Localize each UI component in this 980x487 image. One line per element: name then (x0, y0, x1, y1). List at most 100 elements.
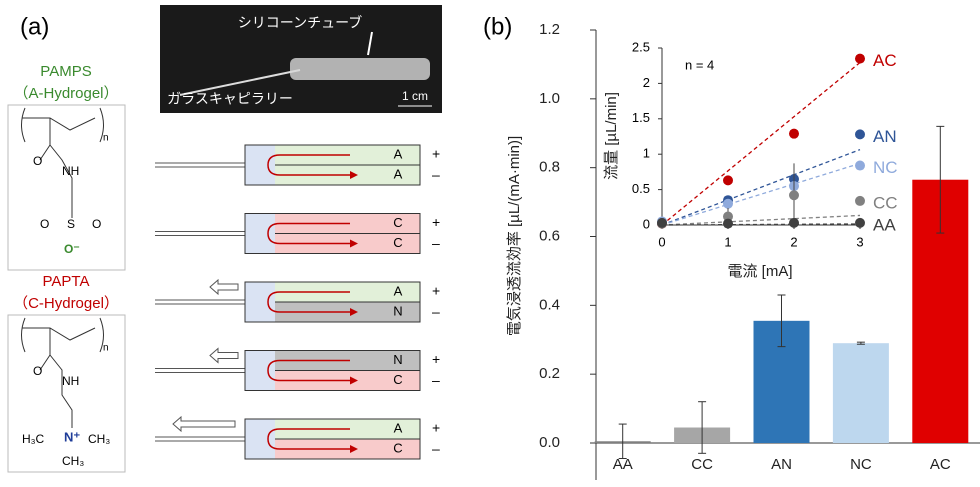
inset-y-label: 流量 [µL/min] (603, 92, 620, 180)
arrow-head (350, 445, 358, 453)
point (855, 195, 865, 206)
x-tick-label: AA (613, 456, 633, 473)
gel-label: A (394, 283, 403, 298)
gel-label: C (393, 372, 402, 387)
current-path (267, 428, 350, 450)
current-path (267, 359, 350, 382)
y-tick-label: 1.2 (539, 21, 560, 38)
polymer-type: （C-Hydrogel） (13, 295, 119, 312)
electrode-sign: + (432, 420, 440, 436)
gel-label: N (393, 352, 402, 367)
x-tick-label: 2 (790, 234, 797, 249)
flow-arrow (172, 415, 236, 433)
flow-arrow (209, 278, 239, 296)
gel-label: A (394, 166, 403, 181)
point (723, 175, 733, 186)
atom: NH (62, 164, 79, 178)
electrode-sign: – (432, 304, 440, 320)
pointer (367, 31, 373, 56)
point (723, 211, 733, 222)
reservoir (245, 419, 275, 459)
atom: n (103, 343, 109, 354)
inset-x-label: 電流 [mA] (727, 263, 792, 280)
point (657, 217, 667, 228)
panel-a: (a) PAMPS （A-Hydrogel） n O NH S O O O⁻ P… (7, 5, 442, 473)
x-tick-label: NC (850, 456, 872, 473)
scale-label: 1 cm (402, 89, 428, 103)
current-path (267, 291, 350, 313)
flow-arrow (209, 347, 239, 364)
fit-line (661, 148, 861, 226)
y-tick-label: 0.0 (539, 434, 560, 451)
electrode-sign: – (432, 167, 440, 183)
x-tick-label: AN (771, 456, 792, 473)
point (723, 218, 733, 229)
arrow-head (350, 376, 358, 385)
structure-box (7, 314, 126, 473)
capillary-image (179, 69, 301, 96)
panel-label: (b) (483, 13, 512, 40)
devices: AA+–CC+–AN+–NC+–AC+– (155, 144, 440, 460)
x-tick-label: AC (930, 456, 951, 473)
fit-line (661, 214, 861, 226)
annotation: n = 4 (685, 57, 714, 72)
point (855, 217, 865, 228)
atom: O (40, 217, 49, 231)
y-tick-label: 1.5 (632, 110, 650, 125)
panel-label: (a) (20, 13, 49, 40)
atom: CH₃ (88, 432, 110, 446)
point (855, 53, 865, 64)
y-tick-label: 0 (643, 216, 650, 231)
reservoir (245, 145, 275, 185)
gel-label: C (393, 440, 402, 455)
y-tick-label: 2.5 (632, 39, 650, 54)
x-tick-label: 1 (724, 234, 731, 249)
photo-label: ガラスキャピラリー (167, 91, 293, 107)
y-tick-label: 0.8 (539, 159, 560, 176)
y-tick-label: 1 (643, 146, 650, 161)
electrode-sign: – (432, 372, 440, 388)
atom: NH (62, 374, 79, 388)
electrode-sign: + (432, 283, 440, 299)
legend-label: AN (873, 127, 897, 146)
y-tick-label: 0.6 (539, 227, 560, 244)
photo-label: シリコーンチューブ (238, 15, 362, 31)
atom: O⁻ (64, 242, 80, 256)
polymer-name: PAMPS (40, 63, 91, 80)
electrode-sign: + (432, 351, 440, 367)
y-tick-label: 0.5 (632, 181, 650, 196)
legend-label: AA (873, 215, 896, 234)
gel-label: N (393, 303, 402, 318)
gel-label: C (393, 235, 402, 250)
point (723, 198, 733, 209)
arrow-head (350, 171, 358, 179)
reservoir (245, 282, 275, 322)
point (789, 217, 799, 228)
atom: n (103, 133, 109, 144)
polymer-name: PAPTA (43, 273, 90, 290)
electrode-sign: – (432, 235, 440, 251)
y-tick-label: 0.2 (539, 365, 560, 382)
electrode-sign: + (432, 146, 440, 162)
legend-label: AC (873, 51, 897, 70)
electrode-sign: – (432, 441, 440, 457)
atom: H₃C (22, 432, 45, 446)
polymer-type: （A-Hydrogel） (13, 85, 118, 102)
fit-line (661, 223, 861, 226)
reservoir (245, 213, 275, 254)
legend-label: CC (873, 193, 898, 212)
fit-line (661, 62, 861, 226)
structure-bonds (21, 107, 104, 218)
electrode-sign: + (432, 214, 440, 230)
inset-background (600, 36, 905, 291)
arrow-head (350, 239, 358, 248)
atom: O (33, 154, 42, 168)
atom: O (92, 217, 101, 231)
gel-label: A (394, 420, 403, 435)
structure-box (7, 104, 126, 271)
y-tick-label: 2 (643, 75, 650, 90)
atom: O (33, 364, 42, 378)
arrow-head (350, 308, 358, 316)
point (855, 160, 865, 171)
